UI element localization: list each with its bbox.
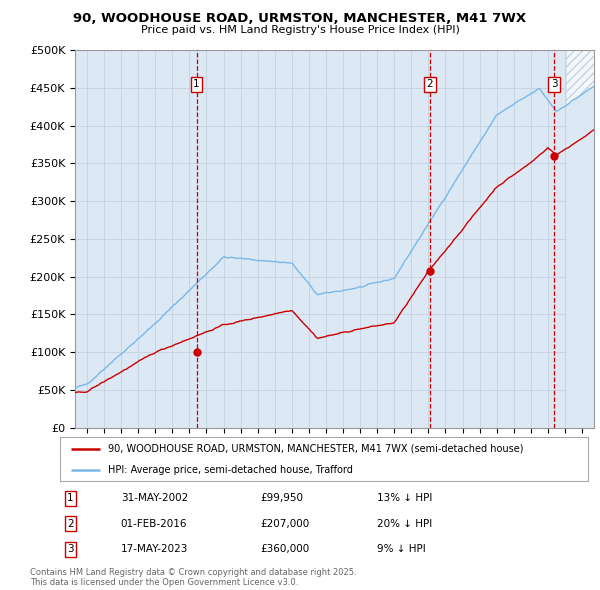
Text: 13% ↓ HPI: 13% ↓ HPI	[377, 493, 432, 503]
Text: 90, WOODHOUSE ROAD, URMSTON, MANCHESTER, M41 7WX: 90, WOODHOUSE ROAD, URMSTON, MANCHESTER,…	[73, 12, 527, 25]
Text: 20% ↓ HPI: 20% ↓ HPI	[377, 519, 432, 529]
Text: 31-MAY-2002: 31-MAY-2002	[121, 493, 188, 503]
Text: 2: 2	[67, 519, 74, 529]
Text: 90, WOODHOUSE ROAD, URMSTON, MANCHESTER, M41 7WX (semi-detached house): 90, WOODHOUSE ROAD, URMSTON, MANCHESTER,…	[107, 444, 523, 454]
Text: 3: 3	[551, 79, 558, 89]
Text: 17-MAY-2023: 17-MAY-2023	[121, 544, 188, 554]
Text: Price paid vs. HM Land Registry's House Price Index (HPI): Price paid vs. HM Land Registry's House …	[140, 25, 460, 35]
Text: £207,000: £207,000	[260, 519, 310, 529]
Text: 9% ↓ HPI: 9% ↓ HPI	[377, 544, 425, 554]
Text: HPI: Average price, semi-detached house, Trafford: HPI: Average price, semi-detached house,…	[107, 465, 352, 475]
Text: 1: 1	[67, 493, 74, 503]
Text: 01-FEB-2016: 01-FEB-2016	[121, 519, 187, 529]
Text: 1: 1	[193, 79, 200, 89]
Text: 3: 3	[67, 544, 74, 554]
Text: Contains HM Land Registry data © Crown copyright and database right 2025.
This d: Contains HM Land Registry data © Crown c…	[30, 568, 356, 587]
Text: £99,950: £99,950	[260, 493, 304, 503]
Text: 2: 2	[427, 79, 433, 89]
Text: £360,000: £360,000	[260, 544, 310, 554]
